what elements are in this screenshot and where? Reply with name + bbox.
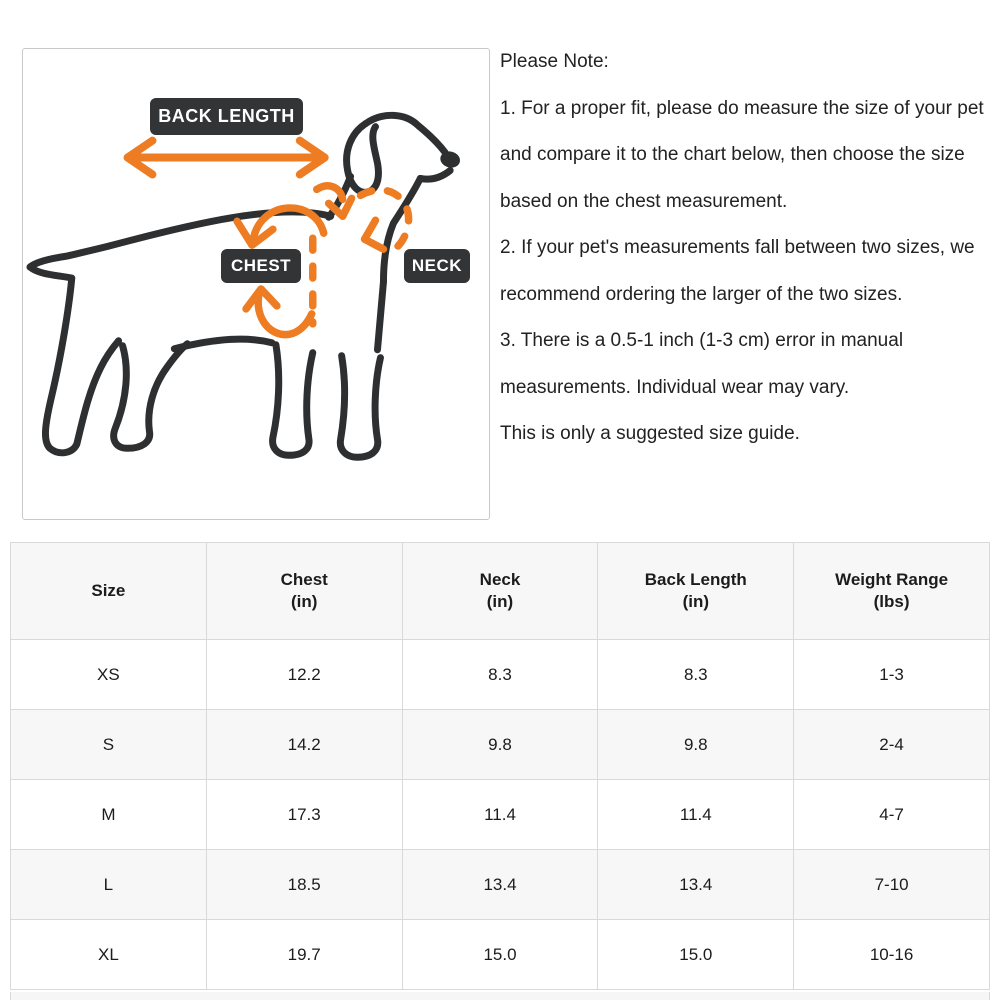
table-row-s: S 14.2 9.8 9.8 2-4	[10, 709, 990, 780]
cell-chest: 19.7	[205, 919, 403, 990]
table-row-l: L 18.5 13.4 13.4 7-10	[10, 849, 990, 920]
neck-label-badge: NECK	[404, 249, 470, 283]
notes-title: Please Note:	[500, 51, 609, 72]
cell-size: XL	[10, 919, 207, 990]
column-header-weight-range: Weight Range (lbs)	[793, 542, 990, 640]
size-chart-table: Size Chest (in) Neck (in) Back Length (in) …	[10, 542, 990, 990]
cell-chest: 17.3	[205, 779, 403, 850]
cell-weight: 4-7	[793, 779, 990, 850]
measurement-diagram-panel: BACK LENGTH CHEST NECK	[22, 48, 490, 520]
cell-weight: 2-4	[793, 709, 990, 780]
cell-chest: 18.5	[205, 849, 403, 920]
cell-neck: 11.4	[401, 779, 599, 850]
note-item-1: 1. For a proper fit, please do measure t…	[500, 97, 984, 212]
column-header-chest: Chest (in)	[205, 542, 403, 640]
cell-back-length: 8.3	[597, 639, 795, 710]
column-header-neck: Neck (in)	[401, 542, 599, 640]
chest-measure-marks	[233, 204, 328, 339]
column-header-size: Size	[10, 542, 207, 640]
cell-back-length: 9.8	[597, 709, 795, 780]
table-row-xs: XS 12.2 8.3 8.3 1-3	[10, 639, 990, 710]
cell-neck: 9.8	[401, 709, 599, 780]
cell-size: M	[10, 779, 207, 850]
cell-back-length: 13.4	[597, 849, 795, 920]
cell-size: S	[10, 709, 207, 780]
size-chart-header: Size Chest (in) Neck (in) Back Length (in) …	[10, 542, 990, 640]
cell-weight: 7-10	[793, 849, 990, 920]
note-item-2: 2. If your pet's measurements fall betwe…	[500, 237, 975, 305]
table-next-row-sliver	[10, 992, 990, 1000]
cell-chest: 14.2	[205, 709, 403, 780]
cell-weight: 1-3	[793, 639, 990, 710]
cell-neck: 8.3	[401, 639, 599, 710]
notes-footer: This is only a suggested size guide.	[500, 423, 800, 444]
table-row-m: M 17.3 11.4 11.4 4-7	[10, 779, 990, 850]
table-row-xl: XL 19.7 15.0 15.0 10-16	[10, 919, 990, 990]
note-item-3: 3. There is a 0.5-1 inch (1-3 cm) error …	[500, 330, 904, 398]
dog-outline	[26, 111, 454, 461]
cell-size: XS	[10, 639, 207, 710]
notes-block: Please Note: 1. For a proper fit, please…	[500, 39, 1000, 458]
dog-nose-shape	[440, 151, 461, 168]
chest-label-badge: CHEST	[221, 249, 301, 283]
dog-measurement-illustration	[26, 111, 461, 461]
cell-weight: 10-16	[793, 919, 990, 990]
back-length-label-badge: BACK LENGTH	[150, 98, 303, 135]
cell-back-length: 11.4	[597, 779, 795, 850]
back-length-arrow	[123, 136, 329, 179]
cell-back-length: 15.0	[597, 919, 795, 990]
cell-neck: 13.4	[401, 849, 599, 920]
column-header-back-length: Back Length (in)	[597, 542, 795, 640]
cell-size: L	[10, 849, 207, 920]
cell-neck: 15.0	[401, 919, 599, 990]
neck-measure-marks	[313, 182, 413, 257]
cell-chest: 12.2	[205, 639, 403, 710]
